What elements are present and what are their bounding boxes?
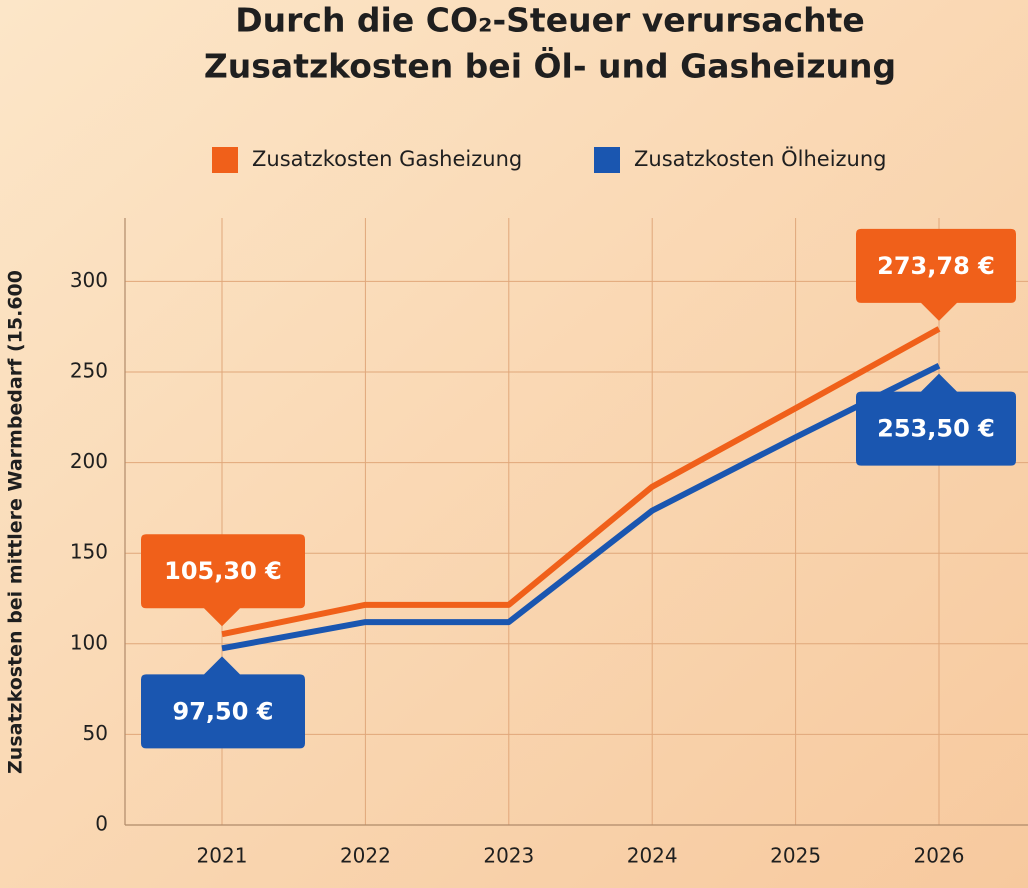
y-tick-label: 50 <box>83 721 108 745</box>
x-tick-label: 2023 <box>483 844 534 868</box>
x-tick-label: 2024 <box>627 844 678 868</box>
y-tick-label: 200 <box>70 449 108 473</box>
data-label: 253,50 € <box>877 415 995 443</box>
y-tick-label: 250 <box>70 359 108 383</box>
callout-box <box>141 534 305 627</box>
callout-box <box>856 228 1016 321</box>
chart-title: Zusatzkosten bei Öl- und Gasheizung <box>204 46 896 86</box>
y-tick-label: 100 <box>70 630 108 654</box>
x-tick-label: 2021 <box>197 844 248 868</box>
chart-title: Durch die CO₂-Steuer verursachte <box>235 1 865 40</box>
series-line <box>221 362 941 652</box>
y-axis-label: Zusatzkosten bei mittlere Warmbedarf (15… <box>5 270 27 774</box>
y-tick-label: 300 <box>70 268 108 292</box>
callout-box <box>141 656 305 749</box>
legend-swatch <box>594 147 620 173</box>
data-label: 97,50 € <box>173 697 274 725</box>
x-tick-label: 2022 <box>340 844 391 868</box>
series-line <box>221 326 941 638</box>
legend-swatch <box>212 147 238 173</box>
x-tick-label: 2025 <box>770 844 821 868</box>
data-label: 273,78 € <box>877 252 995 280</box>
callout-box <box>856 373 1016 466</box>
y-tick-label: 0 <box>95 812 108 836</box>
data-label: 105,30 € <box>164 557 282 585</box>
legend-label: Zusatzkosten Gasheizung <box>252 147 522 171</box>
y-tick-label: 150 <box>70 540 108 564</box>
x-tick-label: 2026 <box>914 844 965 868</box>
legend-label: Zusatzkosten Ölheizung <box>634 146 887 171</box>
